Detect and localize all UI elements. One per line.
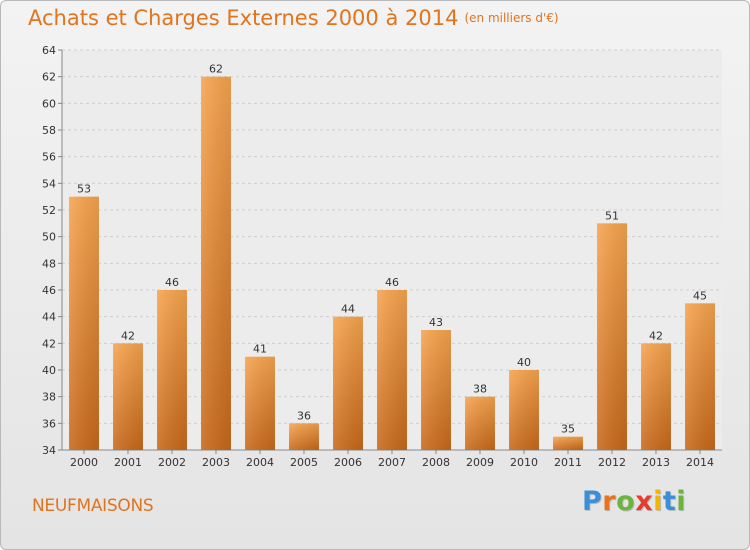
y-tick-label: 56 [42,151,56,164]
y-tick-label: 64 [42,44,56,57]
data-label: 62 [209,63,223,76]
y-tick-label: 36 [42,417,56,430]
x-tick-label: 2011 [554,456,582,469]
logo-letter: P [582,486,603,517]
data-label: 46 [385,276,399,289]
bar-shade [289,423,319,450]
x-tick-label: 2009 [466,456,494,469]
y-tick-label: 60 [42,97,56,110]
bar-shade [245,356,275,450]
y-tick-label: 40 [42,364,56,377]
y-tick-label: 58 [42,124,56,137]
proxiti-logo[interactable]: Proxiti [582,486,686,517]
x-tick-label: 2001 [114,456,142,469]
logo-letter: o [616,486,636,517]
bar-shade [421,330,451,450]
y-tick-label: 52 [42,204,56,217]
bar-shade [465,396,495,450]
bar-shade [641,343,671,450]
data-label: 38 [473,383,487,396]
data-label: 43 [429,316,443,329]
data-label: 46 [165,276,179,289]
y-tick-label: 62 [42,71,56,84]
y-tick-label: 46 [42,284,56,297]
data-label: 53 [77,183,91,196]
y-tick-label: 34 [42,444,56,457]
data-label: 51 [605,209,619,222]
x-tick-label: 2005 [290,456,318,469]
data-label: 44 [341,303,355,316]
x-tick-label: 2008 [422,456,450,469]
commune-name: NEUFMAISONS [32,496,154,516]
x-tick-label: 2000 [70,456,98,469]
x-tick-label: 2012 [598,456,626,469]
bar-shade [597,223,627,450]
logo-letter: x [635,486,654,517]
logo-letter: i [676,486,687,517]
bar-shade [685,303,715,450]
x-tick-label: 2007 [378,456,406,469]
y-tick-label: 38 [42,391,56,404]
y-tick-label: 54 [42,177,56,190]
chart-title: Achats et Charges Externes 2000 à 2014 (e… [28,6,559,30]
x-tick-label: 2003 [202,456,230,469]
logo-letter: r [602,486,617,517]
bar-shade [553,436,583,450]
chart-title-text: Achats et Charges Externes 2000 à 2014 [28,6,459,30]
y-tick-label: 44 [42,311,56,324]
y-tick-label: 50 [42,231,56,244]
bar-shade [201,76,231,451]
bar-shade [509,370,539,450]
logo-letter: t [662,486,677,517]
bar-shade [377,290,407,450]
bar-shade [69,196,99,450]
data-label: 41 [253,343,267,356]
logo-letter: i [653,486,663,517]
bar-shade [333,316,363,450]
chart-unit: (en milliers d'€) [464,11,559,25]
data-label: 45 [693,289,707,302]
x-tick-label: 2006 [334,456,362,469]
y-tick-label: 42 [42,337,56,350]
data-label: 40 [517,356,531,369]
bar-shade [157,290,187,450]
data-label: 42 [649,329,663,342]
data-label: 36 [297,409,311,422]
data-label: 35 [561,423,575,436]
x-tick-label: 2004 [246,456,274,469]
x-tick-label: 2010 [510,456,538,469]
x-tick-label: 2002 [158,456,186,469]
y-tick-label: 48 [42,257,56,270]
bar-shade [113,343,143,450]
data-label: 42 [121,329,135,342]
x-tick-label: 2014 [686,456,714,469]
x-tick-label: 2013 [642,456,670,469]
